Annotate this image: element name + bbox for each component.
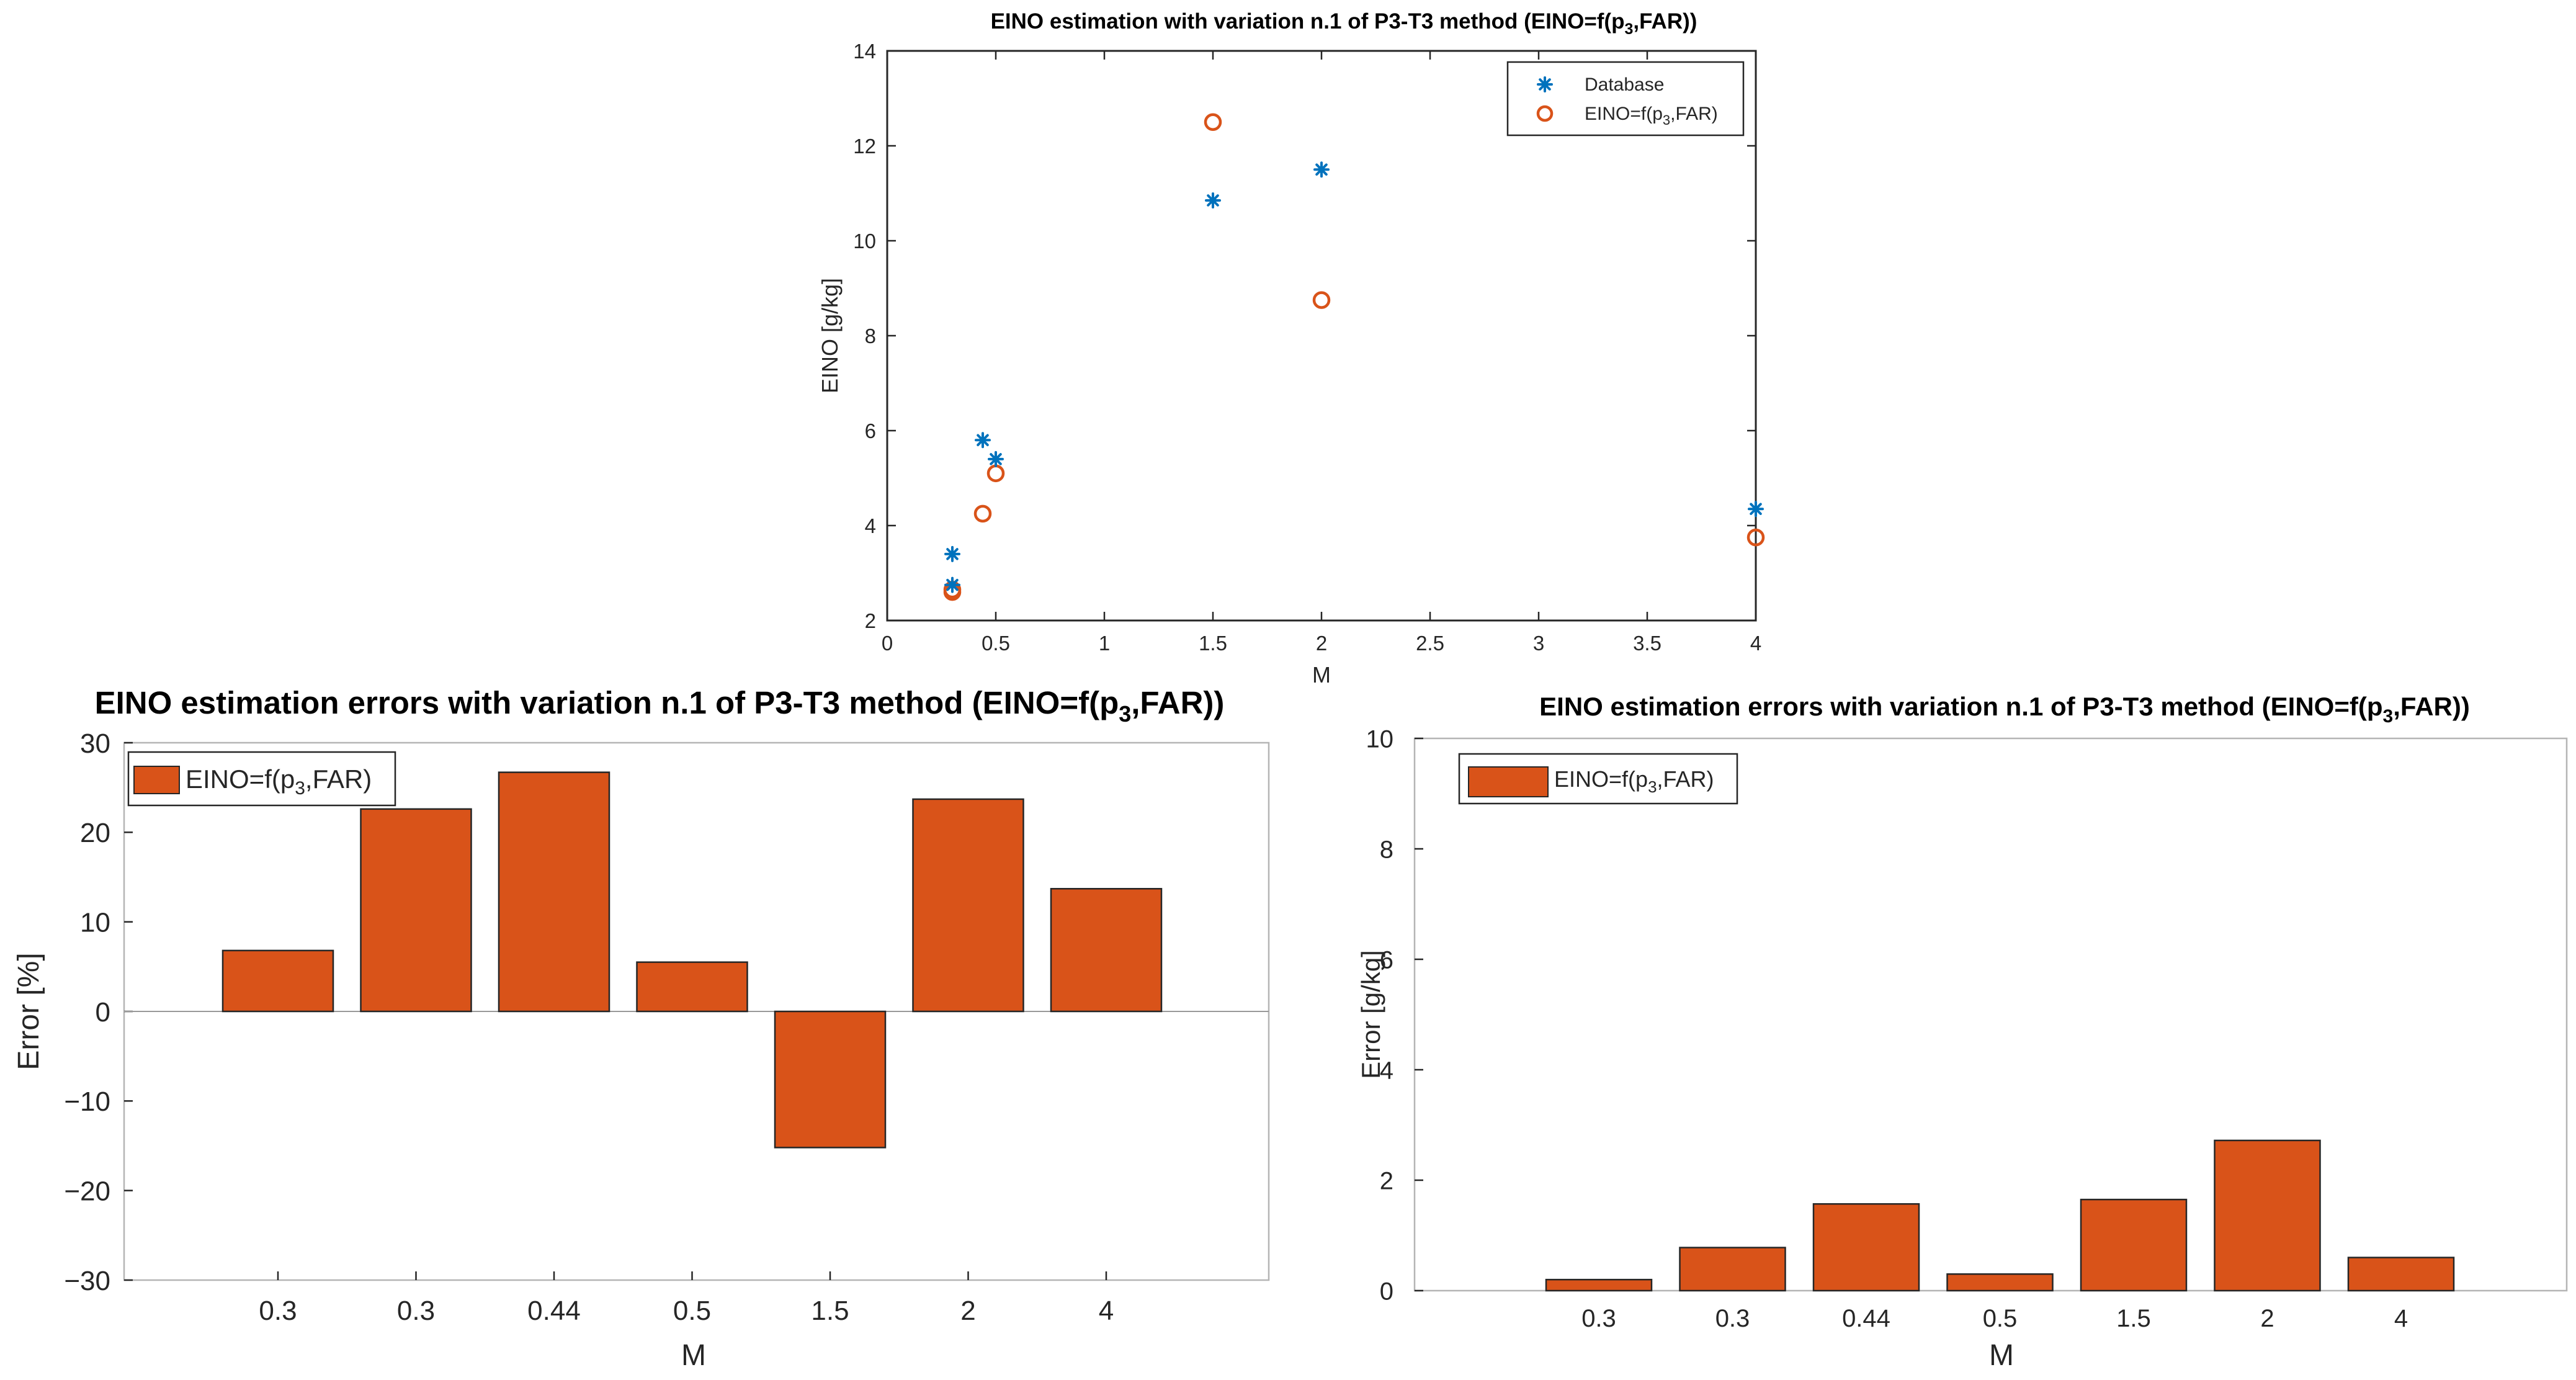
x-tick-label: 4 <box>2394 1305 2408 1332</box>
legend-star <box>1537 76 1553 92</box>
legend-model-marker <box>1536 105 1554 122</box>
x-tick-label: 0.3 <box>397 1296 435 1326</box>
x-tick-label: 0.5 <box>1983 1305 2018 1332</box>
y-tick-label: 6 <box>865 419 876 442</box>
x-tick-label: 0 <box>882 632 893 655</box>
y-tick-label: 10 <box>1366 725 1394 753</box>
x-tick-label: 0.5 <box>982 632 1010 655</box>
y-tick-label: 10 <box>853 230 876 253</box>
legend-box <box>1506 61 1745 137</box>
x-tick-label: 1.5 <box>811 1296 849 1326</box>
x-tick-label: 2 <box>1316 632 1327 655</box>
legend-swatch <box>1468 766 1549 797</box>
y-tick-label: 30 <box>80 728 110 759</box>
y-tick-label: 8 <box>865 325 876 347</box>
y-tick-label: 20 <box>80 818 110 848</box>
bar <box>636 961 748 1013</box>
x-tick-label: 2 <box>2260 1305 2274 1332</box>
legend-label: EINO=f(p3,FAR) <box>186 764 372 799</box>
legend-database-label: Database <box>1585 74 1664 95</box>
y-tick-label: 8 <box>1380 836 1393 863</box>
legend: EINO=f(p3,FAR) <box>1458 753 1738 805</box>
scatter-point-model <box>973 504 992 523</box>
x-tick-label: 0.3 <box>1715 1305 1750 1332</box>
scatter-point-database <box>1748 501 1764 518</box>
bar <box>2347 1257 2455 1292</box>
bar <box>774 1010 887 1149</box>
y-tick-label: −30 <box>64 1266 110 1296</box>
scatter-point-database <box>1205 192 1221 208</box>
legend-swatch <box>133 766 180 794</box>
x-tick-label: 0.44 <box>1842 1305 1890 1332</box>
x-tick-label: 3 <box>1533 632 1544 655</box>
plot-area <box>1413 737 2568 1292</box>
x-axis-label: M <box>681 1339 706 1372</box>
scatter-point-model <box>1204 113 1222 131</box>
bar-chart-error-percent: EINO estimation errors with variation n.… <box>12 685 1270 1372</box>
scatter-point-database <box>1313 161 1330 178</box>
y-tick-label: −10 <box>64 1087 110 1117</box>
x-tick-label: 1.5 <box>1199 632 1227 655</box>
y-tick-label: 10 <box>80 908 110 938</box>
x-tick-label: 0.44 <box>527 1296 581 1326</box>
y-axis-label: Error [%] <box>12 952 45 1070</box>
y-tick-label: 4 <box>865 514 876 537</box>
bar <box>360 808 472 1013</box>
bar <box>498 771 610 1013</box>
y-tick-label: −20 <box>64 1176 110 1207</box>
bar <box>912 798 1024 1013</box>
bar <box>1812 1203 1920 1292</box>
legend-model-label: EINO=f(p3,FAR) <box>1585 104 1718 128</box>
scatter-chart: EINO estimation with variation n.1 of P3… <box>817 9 1765 688</box>
y-tick-label: 0 <box>96 997 110 1028</box>
legend: EINO=f(p3,FAR) <box>127 751 396 807</box>
y-axis-label: Error [g/kg] <box>1356 950 1385 1079</box>
x-tick-label: 1.5 <box>2116 1305 2151 1332</box>
x-tick-label: 4 <box>1099 1296 1114 1326</box>
bar <box>1545 1278 1653 1292</box>
chart-title: EINO estimation errors with variation n.… <box>1539 692 2470 727</box>
y-tick-label: 2 <box>1380 1167 1393 1194</box>
x-tick-label: 2.5 <box>1416 632 1444 655</box>
legend-database-marker <box>1537 76 1553 92</box>
y-tick-label: 14 <box>853 40 876 63</box>
y-tick-label: 6 <box>1380 946 1393 974</box>
scatter-point-database <box>944 576 960 593</box>
legend-label: EINO=f(p3,FAR) <box>1554 766 1714 796</box>
x-tick-label: 2 <box>960 1296 975 1326</box>
bar-chart-error-gkg: EINO estimation errors with variation n.… <box>1356 692 2568 1372</box>
x-tick-label: 0.3 <box>259 1296 297 1326</box>
bar <box>221 949 334 1013</box>
bar <box>2080 1198 2188 1292</box>
x-tick-label: 0.5 <box>673 1296 711 1326</box>
x-tick-label: 0.3 <box>1581 1305 1616 1332</box>
scatter-point-database <box>975 432 991 449</box>
y-tick-label: 4 <box>1380 1057 1393 1084</box>
chart-title: EINO estimation with variation n.1 of P3… <box>991 9 1697 38</box>
bar <box>2214 1139 2321 1292</box>
y-axis-label: EINO [g/kg] <box>817 278 843 393</box>
y-tick-label: 12 <box>853 135 876 158</box>
x-axis-label: M <box>1312 662 1331 688</box>
x-tick-label: 4 <box>1750 632 1761 655</box>
x-tick-label: 1 <box>1099 632 1110 655</box>
y-tick-label: 0 <box>1380 1278 1393 1305</box>
x-tick-label: 3.5 <box>1633 632 1661 655</box>
bar <box>1946 1273 2054 1292</box>
scatter-point-database <box>988 450 1004 467</box>
chart-title: EINO estimation errors with variation n.… <box>95 685 1225 727</box>
scatter-point-model <box>1312 291 1331 309</box>
x-axis-label: M <box>1989 1339 2014 1372</box>
scatter-point-model <box>1746 528 1765 547</box>
bar <box>1679 1247 1786 1292</box>
legend: Database EINO=f(p3,FAR) <box>1506 61 1745 137</box>
scatter-point-database <box>944 545 960 562</box>
plot-area <box>886 50 1757 622</box>
bar <box>1050 888 1163 1013</box>
y-tick-label: 2 <box>865 609 876 632</box>
